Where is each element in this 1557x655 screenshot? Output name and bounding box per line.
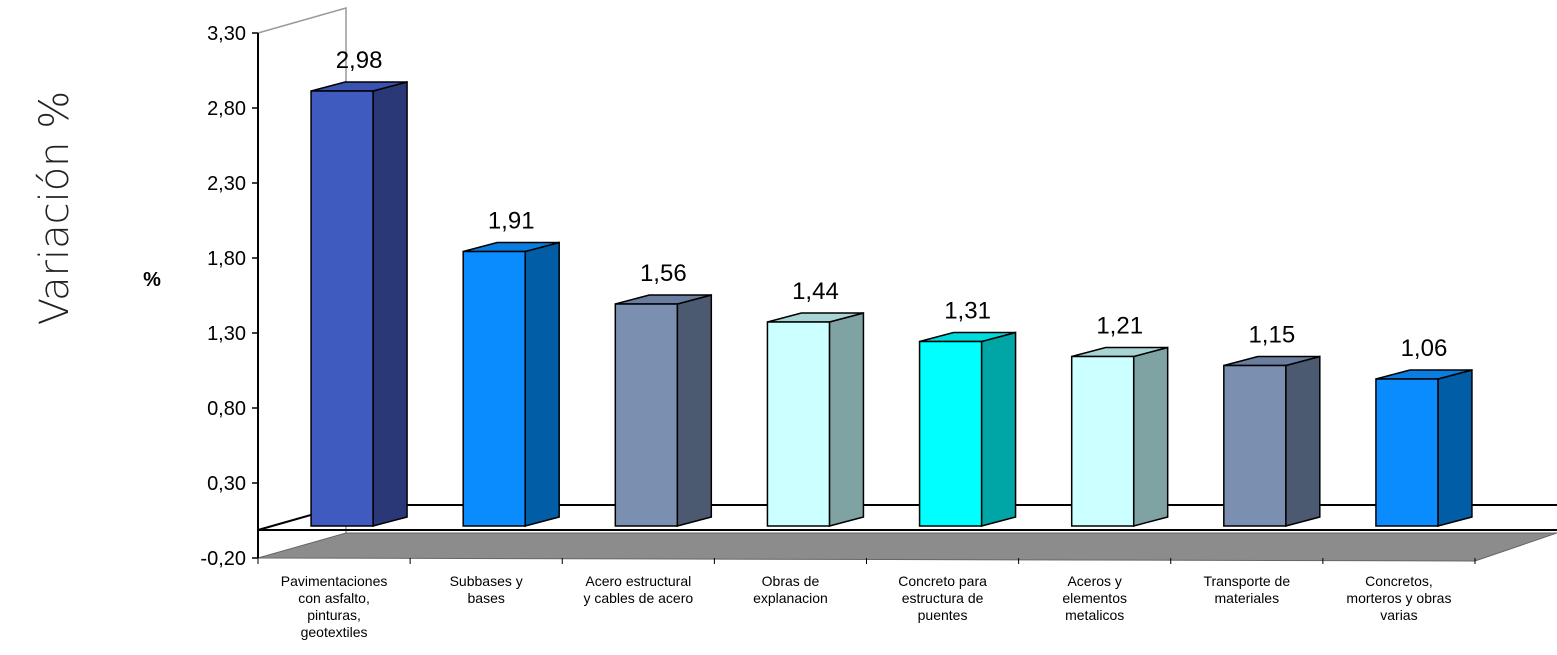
bar-side: [372, 81, 408, 527]
bar: 1,21: [1070, 313, 1169, 527]
bar-side: [676, 294, 713, 527]
x-category-label: Aceros y elementos metalicos: [1062, 573, 1127, 623]
bar-front: [310, 90, 374, 527]
x-category-label: Subbases y bases: [450, 573, 523, 606]
bar-front: [462, 250, 526, 527]
bar-side: [828, 312, 865, 527]
bar-side: [1132, 346, 1169, 527]
x-category-label: Pavimentaciones con asfalto, pinturas, geot…: [281, 573, 388, 640]
bar-side: [1437, 369, 1473, 527]
y-tick-label: 0,80: [207, 398, 246, 420]
x-axis: Pavimentaciones con asfalto, pinturas, geot…: [257, 558, 1476, 640]
y-tick-label: 1,80: [207, 248, 246, 270]
x-category-label: Concretos, morteros y obras varias: [1346, 573, 1451, 623]
x-category-label: Obras de explanacion: [753, 573, 828, 606]
data-label: 1,15: [1248, 322, 1295, 349]
bar: 1,56: [614, 260, 713, 527]
bar-side: [524, 241, 560, 527]
data-label: 2,98: [336, 47, 383, 74]
bar-front: [766, 321, 831, 527]
y-tick-label: 1,30: [207, 323, 246, 345]
data-label: 1,31: [944, 298, 991, 325]
y-tick-label: 3,30: [207, 23, 246, 45]
data-label: 1,06: [1401, 335, 1448, 362]
data-label: 1,56: [640, 260, 687, 287]
bar-front: [1070, 355, 1135, 527]
data-label: 1,21: [1096, 313, 1143, 340]
outer-title: Variación %: [32, 91, 78, 326]
y-tick-label: 2,80: [207, 98, 246, 120]
bars: 2,98 1,91 1,56 1,44 1,31 1,21 1,15 1,06: [310, 47, 1473, 527]
x-category-label: Concreto para estructura de puentes: [898, 573, 987, 623]
bar: 1,91: [462, 208, 560, 527]
y-tick-label: 2,30: [207, 173, 246, 195]
bar-front: [1223, 364, 1287, 527]
data-label: 1,44: [792, 278, 839, 305]
chart-frame: [257, 7, 1557, 562]
bar: 1,15: [1223, 322, 1321, 527]
y-axis-title: %: [143, 269, 161, 291]
bar-side: [1285, 355, 1321, 527]
bar: 1,06: [1375, 335, 1473, 527]
bar: 1,44: [766, 278, 865, 527]
bar: 1,31: [918, 298, 1017, 527]
y-tick-label: -0,20: [200, 548, 246, 570]
x-category-label: Acero estructural y cables de acero: [583, 573, 693, 606]
floor: [257, 532, 1557, 562]
bar-front: [614, 303, 679, 527]
bar-side: [980, 331, 1017, 527]
bar-front: [1375, 378, 1439, 527]
bar: 2,98: [310, 47, 408, 527]
data-label: 1,91: [488, 208, 535, 235]
y-axis: 3,30 2,80 2,30 1,80 1,30 0,80 0,30 -0,20: [200, 23, 259, 570]
y-tick-label: 0,30: [207, 473, 246, 495]
bar-front: [918, 340, 983, 527]
x-category-label: Transporte de materiales: [1203, 573, 1290, 606]
